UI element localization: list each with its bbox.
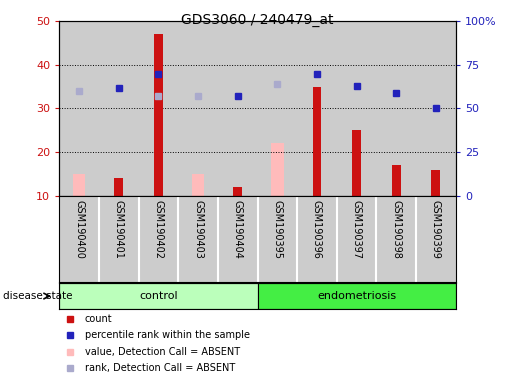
Text: GSM190403: GSM190403 bbox=[193, 200, 203, 259]
Bar bbox=[218, 21, 258, 196]
Bar bbox=[337, 21, 376, 196]
Text: percentile rank within the sample: percentile rank within the sample bbox=[85, 330, 250, 340]
Text: GSM190399: GSM190399 bbox=[431, 200, 441, 259]
Bar bbox=[99, 21, 139, 196]
Text: count: count bbox=[85, 314, 113, 324]
Text: GSM190402: GSM190402 bbox=[153, 200, 163, 259]
Text: GSM190395: GSM190395 bbox=[272, 200, 282, 259]
Text: value, Detection Call = ABSENT: value, Detection Call = ABSENT bbox=[85, 347, 240, 357]
Text: control: control bbox=[139, 291, 178, 301]
Text: endometriosis: endometriosis bbox=[317, 291, 396, 301]
Bar bbox=[432, 170, 440, 196]
Bar bbox=[376, 21, 416, 196]
Text: GSM190404: GSM190404 bbox=[233, 200, 243, 259]
Bar bbox=[154, 34, 163, 196]
Bar bbox=[114, 178, 123, 196]
Text: GSM190396: GSM190396 bbox=[312, 200, 322, 259]
Text: GDS3060 / 240479_at: GDS3060 / 240479_at bbox=[181, 13, 334, 27]
Bar bbox=[178, 21, 218, 196]
Text: GSM190401: GSM190401 bbox=[114, 200, 124, 259]
Text: rank, Detection Call = ABSENT: rank, Detection Call = ABSENT bbox=[85, 363, 235, 373]
Bar bbox=[59, 21, 99, 196]
Bar bbox=[73, 174, 85, 196]
Bar bbox=[352, 130, 361, 196]
Bar bbox=[233, 187, 242, 196]
Bar bbox=[313, 87, 321, 196]
Text: GSM190397: GSM190397 bbox=[352, 200, 362, 259]
Bar bbox=[139, 21, 178, 196]
Bar bbox=[59, 283, 258, 309]
Bar bbox=[392, 165, 401, 196]
Text: GSM190400: GSM190400 bbox=[74, 200, 84, 259]
Bar bbox=[258, 21, 297, 196]
Bar bbox=[297, 21, 337, 196]
Text: GSM190398: GSM190398 bbox=[391, 200, 401, 259]
Text: disease state: disease state bbox=[3, 291, 72, 301]
Bar bbox=[271, 144, 284, 196]
Bar bbox=[258, 283, 456, 309]
Bar bbox=[192, 174, 204, 196]
Bar bbox=[416, 21, 456, 196]
